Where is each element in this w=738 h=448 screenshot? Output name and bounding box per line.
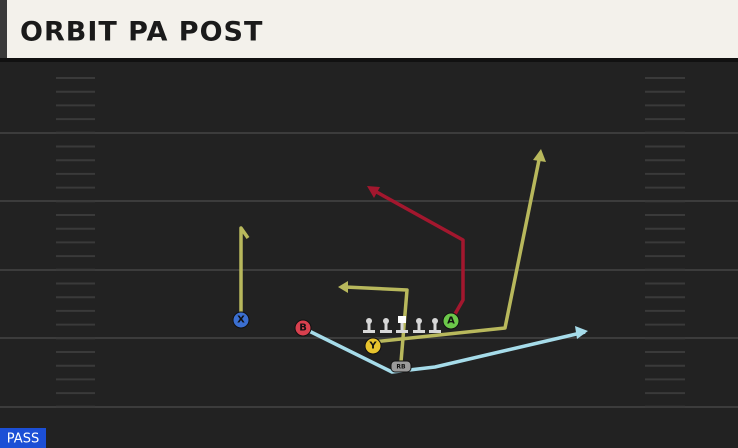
header-bar (0, 0, 738, 60)
badge-bg (0, 428, 46, 448)
player-label: X (237, 315, 245, 326)
routes (239, 149, 588, 374)
player-icon (390, 360, 412, 373)
arrow (533, 149, 546, 162)
lineman (363, 318, 375, 333)
route-x (239, 226, 250, 320)
lineman (380, 318, 392, 333)
arrow (338, 281, 348, 293)
mode-badge: PASS (7, 432, 39, 447)
header-shadow (0, 58, 738, 62)
players: X B Y A RB (232, 311, 460, 373)
linemen (363, 316, 441, 333)
play-title: ORBIT PA POST (20, 17, 263, 48)
player-icon (364, 337, 382, 355)
lineman (429, 318, 441, 333)
header-accent (0, 0, 7, 60)
lineman (413, 318, 425, 333)
player-label: B (299, 323, 307, 334)
route-b (302, 326, 586, 374)
yard-lines (0, 77, 738, 408)
player-icon (232, 311, 250, 329)
route-a (372, 188, 465, 322)
player-label: Y (368, 341, 377, 352)
player-label: RB (396, 364, 406, 371)
player-icon (294, 319, 312, 337)
arrow (367, 186, 380, 198)
player-label: A (447, 316, 455, 327)
route-y (372, 154, 542, 344)
player-icon (442, 312, 460, 330)
arrow (575, 326, 588, 339)
route-rb (344, 285, 409, 363)
lineman (396, 316, 408, 333)
